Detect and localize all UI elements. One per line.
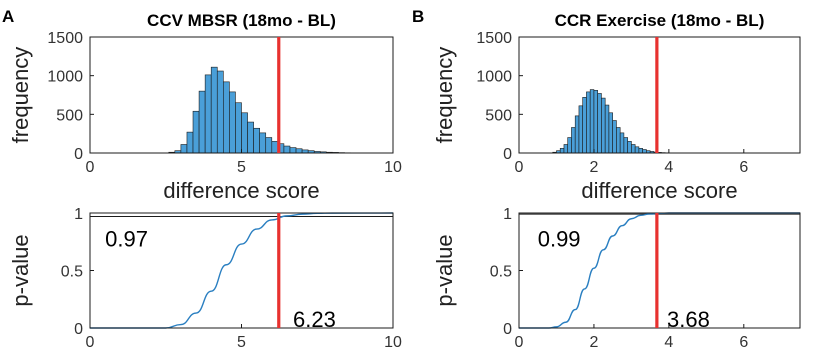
y-axis-label: frequency (432, 47, 457, 144)
x-tick-label: 0 (515, 334, 524, 351)
histogram-bar (253, 127, 260, 154)
histogram-bar (271, 141, 279, 154)
histogram-bar (608, 112, 613, 154)
histogram-bar (216, 70, 224, 154)
p-value-annotation: 0.97 (105, 226, 148, 251)
histogram-bar (642, 149, 647, 154)
histogram-bar (574, 115, 580, 154)
y-tick-label: 0 (74, 321, 83, 338)
histogram-bar (597, 93, 602, 154)
x-tick-label: 6 (739, 334, 748, 351)
axes-frame (518, 36, 801, 154)
panel-letter-a: A (2, 7, 14, 26)
histogram-bar (571, 127, 576, 154)
y-axis-label: frequency (8, 47, 33, 144)
y-tick-label: 0 (503, 146, 512, 163)
x-tick-label: 4 (664, 334, 673, 351)
chart-title: CCR Exercise (18mo - BL) (555, 11, 765, 30)
histogram-bar (295, 148, 303, 154)
histogram-bar (612, 120, 617, 154)
histogram-bar (589, 89, 595, 154)
histogram-bar (198, 90, 206, 154)
histogram-bar (604, 104, 610, 154)
histogram-bar (578, 105, 583, 154)
histogram-bar (616, 127, 621, 154)
x-tick-label: 4 (664, 159, 673, 176)
histogram-bar (235, 102, 242, 154)
y-axis-label: p-value (8, 234, 33, 306)
pvalue-curve-a: 0.976.230 5 1000.51p-value (8, 206, 402, 351)
histogram-bar (223, 81, 230, 154)
histogram-bar (567, 137, 572, 154)
histogram-bar (283, 145, 291, 154)
histogram-bar (586, 91, 591, 154)
pvalue-curve-b: 0.993.680 2 4 600.51p-value (432, 206, 801, 351)
y-tick-label: 1000 (476, 69, 512, 86)
x-tick-label: 0 (86, 334, 95, 351)
histogram-bar (582, 97, 587, 154)
panel-letter-b: B (412, 7, 424, 26)
y-tick-label: 0 (74, 146, 83, 163)
y-tick-label: 1500 (47, 30, 83, 47)
y-tick-label: 1500 (476, 30, 512, 47)
x-tick-label: 6 (739, 159, 748, 176)
histogram-bar (559, 148, 565, 154)
y-axis-label: p-value (432, 234, 457, 306)
y-tick-label: 1 (74, 206, 83, 223)
histogram-bar (563, 144, 569, 154)
histogram-bar (289, 147, 297, 154)
x-tick-label: 0 (86, 159, 95, 176)
y-tick-label: 0.5 (61, 264, 83, 281)
x-tick-label: 2 (589, 334, 598, 351)
histogram-bar (593, 90, 598, 154)
histogram-bar (638, 148, 643, 154)
histogram-a: 0 5 10 0 500 1000 1500 difference score frequenc… (8, 11, 402, 203)
x-tick-label: 0 (515, 159, 524, 176)
histogram-bar (247, 121, 254, 154)
histogram-bar (623, 137, 628, 154)
x-tick-label: 5 (237, 159, 246, 176)
histogram-bar (210, 66, 218, 154)
histogram-bar (229, 91, 236, 154)
x-tick-label: 10 (384, 334, 402, 351)
y-tick-label: 0.5 (490, 264, 512, 281)
histogram-bar (631, 144, 636, 154)
y-tick-label: 1 (503, 206, 512, 223)
y-tick-label: 500 (485, 107, 512, 124)
x-axis-label: difference score (163, 178, 319, 203)
histogram-bar (601, 97, 606, 154)
histogram-bar (180, 144, 188, 154)
x-tick-label: 10 (384, 159, 402, 176)
histogram-bar (259, 132, 267, 154)
y-tick-label: 500 (56, 107, 83, 124)
histogram-bar (627, 141, 632, 154)
y-tick-label: 0 (503, 321, 512, 338)
y-tick-label: 1000 (47, 69, 83, 86)
p-value-annotation: 0.99 (538, 226, 581, 251)
x-tick-label: 2 (589, 159, 598, 176)
histogram-bar (634, 146, 640, 154)
histogram-bar (265, 137, 273, 154)
histogram-bar (241, 112, 248, 154)
histogram-b: 0 2 4 6 0 500 1000 1500 difference score frequenc… (432, 11, 801, 203)
histogram-bar (186, 131, 194, 154)
histogram-bar (204, 74, 212, 154)
chart-title: CCV MBSR (18mo - BL) (147, 11, 336, 30)
histogram-bar (619, 132, 625, 154)
histogram-bar (192, 110, 200, 154)
x-axis-label: difference score (581, 178, 737, 203)
x-tick-label: 5 (237, 334, 246, 351)
